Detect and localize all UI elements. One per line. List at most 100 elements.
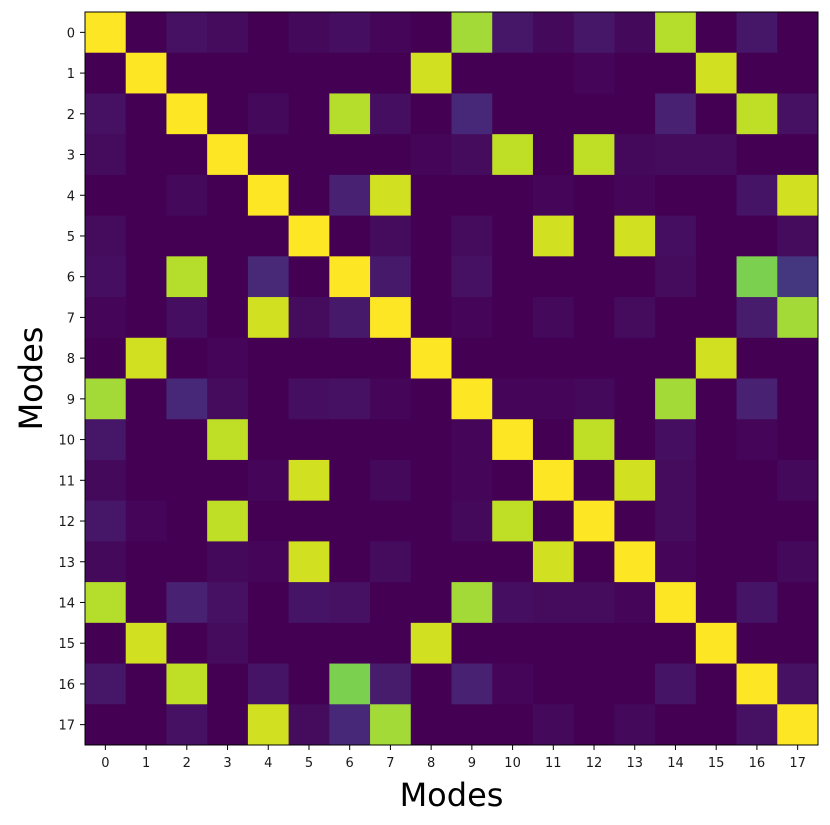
heatmap-cell-14-14 bbox=[655, 582, 697, 624]
heatmap-cell-14-13 bbox=[614, 582, 656, 624]
heatmap-cell-16-6 bbox=[329, 663, 371, 705]
y-tick-label: 5 bbox=[67, 230, 75, 245]
heatmap-cell-4-8 bbox=[410, 174, 452, 217]
heatmap-cell-2-14 bbox=[655, 93, 697, 135]
heatmap-cell-1-4 bbox=[247, 52, 290, 94]
heatmap-cell-9-10 bbox=[492, 378, 534, 420]
heatmap-cell-11-5 bbox=[288, 459, 330, 502]
heatmap-cell-15-0 bbox=[85, 622, 127, 665]
x-tick-label: 6 bbox=[346, 756, 354, 771]
heatmap-cell-14-1 bbox=[125, 582, 167, 624]
heatmap-cell-16-1 bbox=[125, 663, 167, 705]
y-tick-label: 0 bbox=[67, 26, 75, 41]
heatmap-cell-6-12 bbox=[573, 256, 615, 298]
heatmap-cell-2-5 bbox=[288, 93, 330, 135]
heatmap-cell-6-10 bbox=[492, 256, 534, 298]
heatmap-cell-9-7 bbox=[370, 378, 412, 420]
heatmap-cell-4-1 bbox=[125, 174, 167, 217]
heatmap-cell-3-3 bbox=[207, 134, 249, 176]
heatmap-cell-15-2 bbox=[166, 622, 208, 665]
heatmap-cell-13-17 bbox=[777, 541, 819, 583]
heatmap-cell-12-9 bbox=[451, 500, 493, 542]
heatmap-cell-2-1 bbox=[125, 93, 167, 135]
heatmap-cell-6-9 bbox=[451, 256, 493, 298]
heatmap-cell-8-1 bbox=[125, 337, 167, 379]
heatmap-cell-1-6 bbox=[329, 52, 371, 94]
heatmap-cell-6-16 bbox=[736, 256, 778, 298]
heatmap-cell-13-6 bbox=[329, 541, 371, 583]
heatmap-cell-15-3 bbox=[207, 622, 249, 665]
y-tick-label: 12 bbox=[58, 515, 75, 530]
heatmap-cell-1-11 bbox=[532, 52, 575, 94]
heatmap-cell-12-12 bbox=[573, 500, 615, 542]
heatmap-cell-6-11 bbox=[532, 256, 575, 298]
heatmap-cell-14-11 bbox=[532, 582, 575, 624]
heatmap-cell-15-4 bbox=[247, 622, 290, 665]
heatmap-cell-14-12 bbox=[573, 582, 615, 624]
heatmap-cell-10-9 bbox=[451, 419, 493, 461]
heatmap-cell-5-12 bbox=[573, 215, 615, 257]
heatmap-cell-3-12 bbox=[573, 134, 615, 176]
heatmap-cell-7-5 bbox=[288, 297, 330, 339]
heatmap-cell-5-5 bbox=[288, 215, 330, 257]
heatmap-cell-16-11 bbox=[532, 663, 575, 705]
heatmap-cell-8-6 bbox=[329, 337, 371, 379]
heatmap-cell-6-15 bbox=[695, 256, 738, 298]
heatmap-cell-1-12 bbox=[573, 52, 615, 94]
heatmap-cells bbox=[85, 12, 819, 746]
x-axis-ticks: 0 1 2 3 4 5 6 7 8 9 10 11 12 13 14 15 16 17 bbox=[101, 745, 806, 771]
x-tick-label: 2 bbox=[183, 756, 191, 771]
heatmap-cell-4-15 bbox=[695, 174, 738, 217]
heatmap-cell-7-9 bbox=[451, 297, 493, 339]
heatmap-cell-5-1 bbox=[125, 215, 167, 257]
heatmap-cell-17-15 bbox=[695, 704, 738, 746]
heatmap-cell-4-11 bbox=[532, 174, 575, 217]
heatmap-cell-17-13 bbox=[614, 704, 656, 746]
heatmap-cell-10-6 bbox=[329, 419, 371, 461]
heatmap-cell-1-17 bbox=[777, 52, 819, 94]
heatmap-cell-6-5 bbox=[288, 256, 330, 298]
heatmap-cell-15-11 bbox=[532, 622, 575, 665]
heatmap-cell-14-16 bbox=[736, 582, 778, 624]
heatmap-cell-17-0 bbox=[85, 704, 127, 746]
heatmap-cell-0-9 bbox=[451, 12, 493, 54]
heatmap-cell-7-16 bbox=[736, 297, 778, 339]
heatmap-cell-5-9 bbox=[451, 215, 493, 257]
heatmap-cell-7-15 bbox=[695, 297, 738, 339]
heatmap-cell-13-8 bbox=[410, 541, 452, 583]
heatmap-cell-11-8 bbox=[410, 459, 452, 502]
heatmap-cell-7-17 bbox=[777, 297, 819, 339]
heatmap-cell-3-1 bbox=[125, 134, 167, 176]
heatmap-cell-3-4 bbox=[247, 134, 290, 176]
y-tick-label: 7 bbox=[67, 311, 75, 326]
heatmap-cell-1-7 bbox=[370, 52, 412, 94]
heatmap-cell-13-10 bbox=[492, 541, 534, 583]
heatmap-cell-10-11 bbox=[532, 419, 575, 461]
heatmap-cell-3-11 bbox=[532, 134, 575, 176]
heatmap-cell-15-8 bbox=[410, 622, 452, 665]
y-tick-label: 3 bbox=[67, 149, 75, 164]
heatmap-cell-6-14 bbox=[655, 256, 697, 298]
heatmap-cell-7-14 bbox=[655, 297, 697, 339]
heatmap-cell-17-9 bbox=[451, 704, 493, 746]
heatmap-cell-8-14 bbox=[655, 337, 697, 379]
plot-frame bbox=[84, 11, 819, 746]
heatmap-cell-9-0 bbox=[85, 378, 127, 420]
heatmap-cell-17-1 bbox=[125, 704, 167, 746]
heatmap-cell-13-12 bbox=[573, 541, 615, 583]
heatmap-cell-9-14 bbox=[655, 378, 697, 420]
heatmap-cell-9-13 bbox=[614, 378, 656, 420]
heatmap-cell-3-10 bbox=[492, 134, 534, 176]
heatmap-cell-16-2 bbox=[166, 663, 208, 705]
heatmap-cell-12-17 bbox=[777, 500, 819, 542]
heatmap-cell-7-4 bbox=[247, 297, 290, 339]
x-tick-label: 8 bbox=[427, 756, 435, 771]
heatmap-cell-11-9 bbox=[451, 459, 493, 502]
heatmap-cell-4-7 bbox=[370, 174, 412, 217]
heatmap-cell-6-17 bbox=[777, 256, 819, 298]
heatmap-cell-14-10 bbox=[492, 582, 534, 624]
heatmap-cell-0-13 bbox=[614, 12, 656, 54]
heatmap-cell-17-14 bbox=[655, 704, 697, 746]
y-tick-label: 4 bbox=[67, 189, 75, 204]
heatmap-cell-15-17 bbox=[777, 622, 819, 665]
